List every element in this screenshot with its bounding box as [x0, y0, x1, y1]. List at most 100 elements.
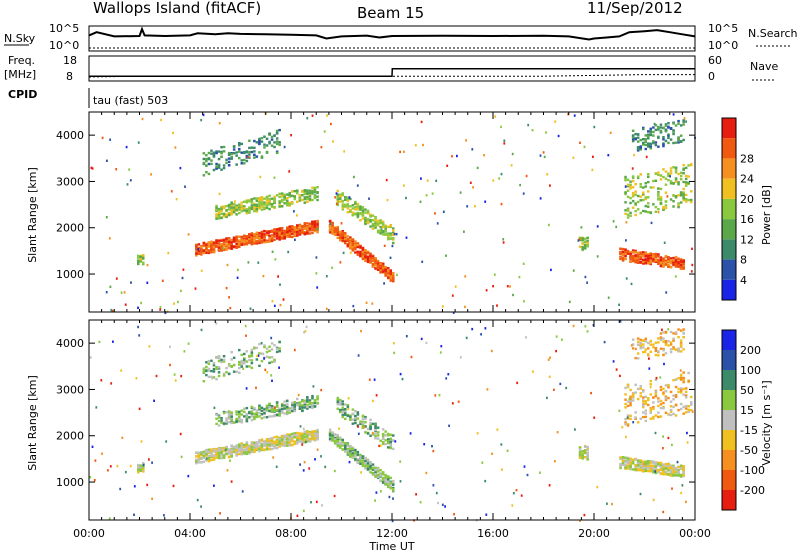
data-cell [255, 204, 259, 207]
noise-cell [663, 362, 665, 366]
data-cell [260, 232, 264, 235]
data-cell [371, 468, 375, 471]
data-cell [647, 466, 650, 470]
data-cell [250, 412, 254, 415]
data-cell [664, 200, 668, 203]
data-cell [376, 263, 380, 266]
noise-cell [330, 122, 332, 126]
data-cell [369, 256, 372, 260]
data-cell [265, 355, 269, 358]
data-cell [278, 128, 281, 132]
data-cell [215, 165, 218, 168]
data-cell [654, 143, 658, 147]
data-cell [230, 455, 233, 458]
data-cell [682, 405, 685, 409]
data-cell [667, 386, 670, 389]
data-cell [230, 245, 233, 249]
data-cell [298, 401, 302, 405]
data-cell [238, 235, 241, 239]
data-cell [634, 193, 637, 196]
data-cell [205, 369, 208, 373]
data-cell [667, 413, 670, 416]
data-cell [248, 206, 251, 209]
data-cell [311, 432, 314, 436]
data-cell [654, 390, 658, 393]
noise-cell [630, 282, 633, 286]
data-cell [631, 137, 635, 141]
data-cell [328, 226, 332, 229]
noise-cell [596, 485, 599, 489]
noise-cell [275, 465, 278, 468]
data-cell [240, 201, 244, 204]
data-cell [258, 415, 261, 418]
data-cell [366, 218, 370, 221]
data-cell [644, 143, 648, 147]
data-cell [636, 140, 640, 143]
data-cell [137, 468, 140, 471]
data-cell [349, 450, 352, 453]
data-cell [624, 406, 627, 409]
data-cell [210, 452, 213, 455]
data-cell [662, 473, 665, 476]
data-cell [293, 432, 297, 435]
data-cell [679, 192, 683, 196]
data-cell [142, 256, 145, 260]
data-cell [351, 418, 355, 421]
noise-cell [146, 263, 149, 267]
noise-cell [91, 445, 94, 448]
data-cell [230, 365, 233, 368]
data-cell [280, 198, 284, 202]
noise-cell [333, 469, 336, 473]
data-cell [647, 254, 650, 258]
data-cell [664, 330, 668, 334]
data-cell [649, 147, 653, 150]
data-cell [669, 138, 673, 141]
noise-cell [464, 305, 466, 309]
data-cell [346, 244, 350, 247]
data-cell [677, 264, 680, 267]
data-cell [642, 396, 645, 399]
colorbar-tick-label: -15 [740, 424, 758, 437]
data-cell [253, 209, 256, 213]
noise-cell [648, 357, 650, 360]
noise-cell [403, 150, 405, 153]
data-cell [222, 456, 226, 459]
data-cell [376, 222, 380, 226]
data-cell [275, 142, 279, 146]
data-cell [308, 402, 312, 406]
data-cell [220, 448, 223, 451]
noise-cell [308, 467, 311, 470]
data-cell [217, 157, 221, 161]
data-cell [240, 204, 244, 207]
noise-cell [465, 336, 468, 340]
data-cell [243, 415, 246, 418]
data-cell [669, 474, 673, 477]
data-cell [652, 417, 655, 420]
data-cell [374, 259, 377, 262]
noise-cell [379, 444, 382, 447]
data-cell [283, 229, 286, 233]
noise-cell [691, 410, 694, 413]
data-cell [642, 343, 645, 346]
data-cell [626, 213, 630, 216]
noise-cell [101, 452, 103, 455]
data-cell [677, 122, 680, 125]
data-cell [230, 416, 233, 420]
data-cell [268, 230, 271, 233]
data-cell [230, 421, 233, 425]
data-cell [268, 443, 271, 447]
data-cell [278, 232, 281, 235]
data-cell [283, 232, 286, 235]
data-cell [387, 432, 390, 436]
data-cell [339, 410, 342, 414]
data-cell [659, 131, 663, 134]
data-cell [308, 191, 312, 195]
data-cell [364, 464, 367, 468]
data-cell [230, 247, 233, 250]
data-cell [230, 351, 233, 354]
noise-cell [549, 356, 551, 359]
noise-cell [356, 184, 359, 187]
data-cell [301, 194, 304, 197]
data-cell [280, 404, 284, 407]
data-cell [677, 259, 680, 262]
